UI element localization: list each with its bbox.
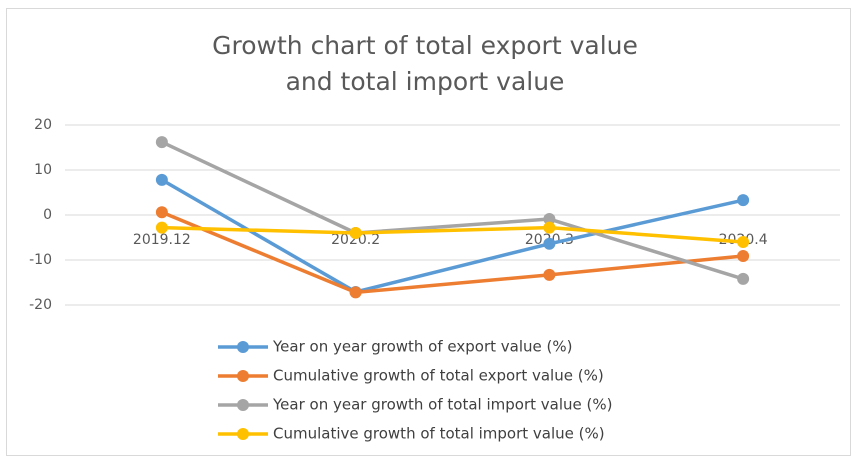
- data-point: [543, 237, 556, 250]
- legend-label: Year on year growth of total import valu…: [272, 396, 612, 414]
- legend-label: Cumulative growth of total export value …: [273, 367, 604, 385]
- data-point: [155, 136, 168, 149]
- chart-title: Growth chart of total export value and t…: [212, 31, 638, 96]
- legend-label: Year on year growth of export value (%): [272, 338, 572, 356]
- y-tick-label: 20: [34, 117, 52, 133]
- series-line: [161, 210, 744, 295]
- data-point: [737, 194, 750, 207]
- data-point: [155, 221, 168, 234]
- data-point: [155, 173, 168, 186]
- data-point: [155, 206, 168, 219]
- series-line: [160, 178, 744, 294]
- data-point: [543, 213, 556, 226]
- data-point: [349, 227, 362, 239]
- legend-marker: [237, 428, 249, 440]
- legend-label: Cumulative growth of total import value …: [273, 425, 605, 443]
- legend-marker: [237, 370, 249, 382]
- series-line: [161, 140, 744, 281]
- legend-marker: [237, 341, 249, 353]
- data-point: [737, 272, 750, 285]
- legend-marker: [237, 399, 249, 411]
- data-point: [543, 221, 556, 234]
- y-tick-label: 10: [34, 162, 52, 178]
- data-point: [543, 268, 556, 281]
- chart-frame: [6, 8, 851, 456]
- data-point: [737, 249, 750, 262]
- data-point: [349, 286, 362, 299]
- x-tick-label: 2019.12: [133, 232, 191, 248]
- y-tick-label: 0: [43, 207, 52, 223]
- x-tick-label: 2020.2: [331, 232, 380, 248]
- y-tick-label: -10: [29, 252, 52, 268]
- y-tick-label: -20: [29, 297, 52, 313]
- data-point: [737, 236, 750, 248]
- series-line: [161, 225, 744, 244]
